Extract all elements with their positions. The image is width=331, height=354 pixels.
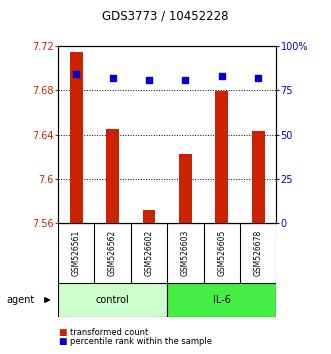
Text: GDS3773 / 10452228: GDS3773 / 10452228: [102, 10, 229, 22]
Point: [146, 77, 152, 82]
Text: GSM526561: GSM526561: [71, 230, 81, 276]
Text: percentile rank within the sample: percentile rank within the sample: [70, 337, 212, 346]
Bar: [70, 52, 82, 223]
Bar: [252, 131, 264, 223]
Text: GSM526602: GSM526602: [144, 230, 154, 276]
Point: [256, 75, 261, 81]
Text: ■: ■: [58, 337, 67, 346]
Text: control: control: [96, 295, 129, 305]
Text: ■: ■: [58, 328, 67, 337]
Text: agent: agent: [7, 295, 35, 305]
Point: [219, 73, 224, 79]
Bar: [179, 154, 192, 223]
Bar: [106, 129, 119, 223]
Text: GSM526603: GSM526603: [181, 230, 190, 276]
Point: [183, 77, 188, 82]
Bar: [58, 283, 167, 317]
Text: GSM526678: GSM526678: [254, 230, 263, 276]
Text: transformed count: transformed count: [70, 328, 148, 337]
Text: IL-6: IL-6: [213, 295, 231, 305]
Bar: [215, 91, 228, 223]
Point: [110, 75, 115, 81]
Text: GSM526605: GSM526605: [217, 230, 226, 276]
Bar: [167, 283, 276, 317]
Text: GSM526562: GSM526562: [108, 230, 117, 276]
Bar: [143, 210, 155, 223]
Point: [73, 72, 79, 77]
